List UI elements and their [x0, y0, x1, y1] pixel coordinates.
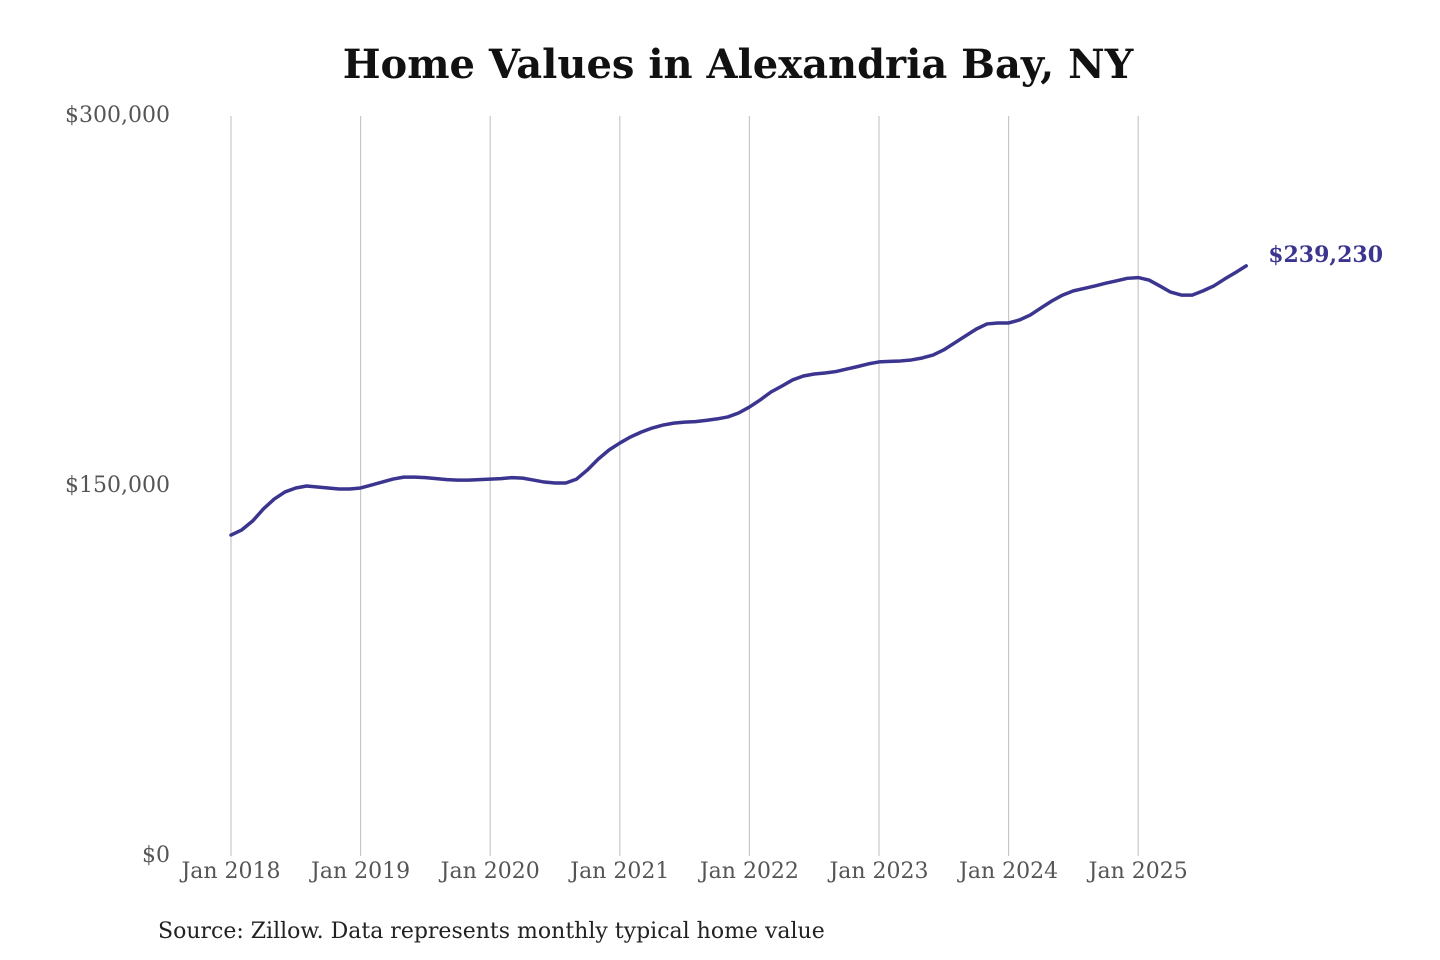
chart-title: Home Values in Alexandria Bay, NY — [343, 41, 1134, 88]
y-tick-label: $300,000 — [65, 103, 170, 128]
value-label: $239,230 — [1268, 242, 1383, 268]
x-tick-label: Jan 2020 — [439, 859, 540, 884]
data-line — [229, 264, 1248, 537]
x-tick-label: Jan 2019 — [309, 859, 410, 884]
y-tick-label: $150,000 — [65, 473, 170, 498]
x-tick-label: Jan 2025 — [1087, 859, 1188, 884]
y-tick-label: $0 — [142, 843, 170, 868]
x-tick-label: Jan 2023 — [827, 859, 928, 884]
x-tick-label: Jan 2024 — [957, 859, 1058, 884]
x-tick-label: Jan 2018 — [179, 859, 280, 884]
x-tick-label: Jan 2022 — [698, 859, 799, 884]
source-note: Source: Zillow. Data represents monthly … — [158, 919, 825, 944]
x-tick-label: Jan 2021 — [568, 859, 669, 884]
